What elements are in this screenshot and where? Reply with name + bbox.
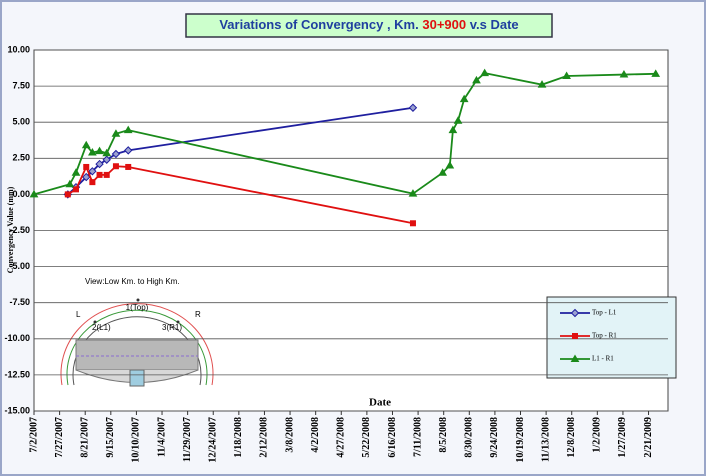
marker xyxy=(96,171,103,178)
inset-point-label: 3(R1) xyxy=(162,323,182,332)
x-tick-label: 8/5/2008 xyxy=(438,417,449,453)
marker xyxy=(112,163,119,170)
marker xyxy=(102,155,111,164)
x-tick-label: 9/24/2008 xyxy=(489,417,500,458)
x-tick-label: 10/10/2007 xyxy=(131,417,142,463)
marker xyxy=(562,71,571,79)
marker xyxy=(111,149,121,159)
marker xyxy=(89,179,96,186)
inset-point-label: 2(L1) xyxy=(92,323,111,332)
legend-box xyxy=(546,296,677,379)
x-tick-label: 6/16/2008 xyxy=(387,417,398,458)
x-tick-label: 12/8/2008 xyxy=(566,417,577,458)
inset-point-label: 1(Top) xyxy=(126,303,149,312)
y-axis-label: Convergency Value (mm) xyxy=(6,186,15,273)
y-tick-label: -7.50 xyxy=(9,297,30,307)
x-tick-label: 3/8/2008 xyxy=(284,417,295,453)
marker xyxy=(95,146,104,155)
marker xyxy=(102,148,112,157)
x-tick-label: 2/12/2008 xyxy=(259,417,270,458)
marker xyxy=(111,129,121,137)
y-tick-label: -15.00 xyxy=(4,405,30,415)
marker xyxy=(123,125,133,134)
marker xyxy=(82,172,91,182)
x-tick-label: 11/29/2007 xyxy=(182,417,193,462)
inset-right: R xyxy=(195,310,201,319)
marker xyxy=(438,168,448,176)
marker xyxy=(103,171,110,178)
marker xyxy=(537,80,547,88)
x-tick-label: 12/24/2007 xyxy=(208,417,219,463)
y-tick-label: 7.50 xyxy=(12,80,30,90)
marker xyxy=(29,189,39,198)
marker xyxy=(95,159,104,169)
marker xyxy=(124,146,133,155)
chart-title: Variations of Convergency , Km. 30+900 v… xyxy=(219,17,518,32)
y-tick-label: -2.50 xyxy=(9,225,30,235)
marker xyxy=(72,186,79,193)
x-tick-label: 11/13/2008 xyxy=(540,417,551,462)
marker xyxy=(125,163,132,170)
marker xyxy=(71,168,81,176)
legend-marker xyxy=(570,308,580,318)
x-tick-label: 1/18/2008 xyxy=(233,417,244,458)
x-tick-label: 4/2/2008 xyxy=(310,417,321,453)
marker xyxy=(459,94,469,103)
title-box xyxy=(185,13,553,38)
legend-marker xyxy=(570,354,580,362)
x-axis-label: Date xyxy=(369,397,391,409)
y-tick-label: 0.00 xyxy=(12,189,30,199)
x-tick-label: 8/30/2008 xyxy=(464,417,475,458)
legend-marker xyxy=(572,333,578,339)
marker xyxy=(409,220,416,227)
marker xyxy=(472,75,481,84)
x-tick-label: 8/21/2007 xyxy=(80,417,91,458)
x-tick-label: 2/21/2009 xyxy=(643,417,654,458)
title-part: Variations of Convergency , Km. xyxy=(219,17,418,32)
marker xyxy=(65,179,75,188)
marker xyxy=(83,163,90,170)
y-tick-label: -12.50 xyxy=(4,369,30,379)
marker xyxy=(445,161,455,169)
marker xyxy=(88,148,97,156)
y-tick-label: -5.00 xyxy=(9,261,30,271)
x-tick-label: 11/4/2007 xyxy=(156,417,167,457)
x-tick-label: 4/27/2008 xyxy=(336,417,347,458)
marker xyxy=(448,125,458,134)
legend-label: Top - R1 xyxy=(592,332,617,340)
y-tick-label: 10.00 xyxy=(7,44,30,54)
y-tick-label: 5.00 xyxy=(12,117,30,127)
marker xyxy=(88,167,97,176)
marker xyxy=(480,68,490,77)
marker xyxy=(408,103,418,112)
marker xyxy=(651,69,661,77)
x-tick-label: 5/22/2008 xyxy=(361,417,372,458)
x-tick-label: 10/19/2008 xyxy=(515,417,526,463)
x-tick-label: 1/27/2009 xyxy=(617,417,628,458)
inset-caption: View:Low Km. to High Km. xyxy=(85,277,180,286)
marker xyxy=(619,70,629,78)
x-tick-label: 1/2/2009 xyxy=(592,417,603,453)
marker xyxy=(81,140,91,149)
legend-label: L1 - R1 xyxy=(592,355,614,363)
x-tick-label: 7/2/2007 xyxy=(28,417,39,453)
x-tick-label: 9/15/2007 xyxy=(105,417,116,458)
title-highlight: 30+900 xyxy=(422,17,466,32)
marker xyxy=(408,189,418,197)
marker xyxy=(453,116,463,124)
y-tick-label: 2.50 xyxy=(12,153,30,163)
inset-left: L xyxy=(76,310,81,319)
marker xyxy=(64,191,71,198)
y-tick-label: -10.00 xyxy=(4,333,30,343)
legend-label: Top - L1 xyxy=(592,309,617,317)
x-tick-label: 7/11/2008 xyxy=(412,417,423,457)
x-tick-label: 7/27/2007 xyxy=(54,417,65,458)
title-part: v.s Date xyxy=(470,17,519,32)
